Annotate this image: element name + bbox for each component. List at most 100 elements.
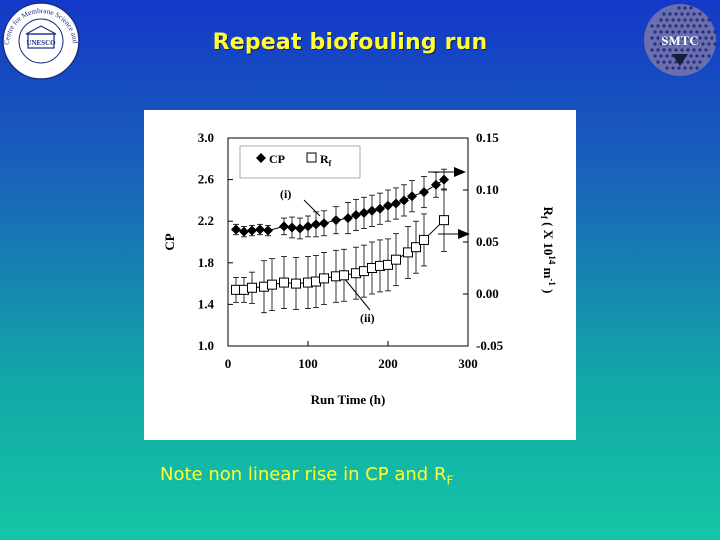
y-tick-label: 2.6 [198,172,215,187]
smtc-label: SMTC [661,33,699,48]
y2-tick-label: 0.10 [476,182,499,197]
logo-dot [668,12,672,16]
logo-dot [683,66,687,70]
logo-dot [659,54,663,58]
cp-data-point [295,223,305,234]
logo-dot [665,30,669,34]
y2-axis-title: Rf ( X 1014 m-1 ) [539,206,557,293]
logo-dot [710,36,714,40]
logo-dot [686,24,690,28]
logo-dot [701,30,705,34]
logo-dot [656,36,660,40]
cp-data-point [239,226,249,237]
legend-cp-label: CP [269,152,285,166]
logo-dot [677,6,681,10]
annotation-ii-leader [343,277,371,311]
logo-dot [650,24,654,28]
cp-axis-arrow [454,167,466,177]
logo-dot [701,54,705,58]
slide-note: Note non linear rise in CP and RF [160,464,580,488]
logo-dot [707,30,711,34]
cp-data-point [263,225,273,236]
logo-dot [695,66,699,70]
rf-data-point [267,279,277,290]
x-tick-label: 300 [458,356,478,371]
logo-dot [695,30,699,34]
logo-dot [686,60,690,64]
logo-dot [701,18,705,22]
cp-data-point [287,222,297,233]
cp-data-point [247,225,257,236]
logo-dot [689,54,693,58]
logo-dot [662,60,666,64]
rf-data-point [279,277,289,288]
y2-tick-label: 0.00 [476,286,499,301]
logo-dot [653,42,657,46]
centre-for-membrane-science-logo: UNESCO Centre for Membrane Science and T… [0,0,80,80]
cp-data-point [351,209,361,220]
smtc-logo: SMTC [644,4,717,76]
logo-dot [689,30,693,34]
legend-rf-label: Rf [320,152,332,168]
cp-data-point [311,219,321,230]
rf-data-point [319,273,329,284]
legend-cp-marker [256,153,266,163]
logo-dot [689,6,693,10]
cp-data-point [399,195,409,206]
logo-dot [698,48,702,52]
logo-dot [683,30,687,34]
logo-dot [698,12,702,16]
x-axis-title: Run Time (h) [311,392,386,407]
logo-dot [674,36,678,40]
rf-data-point [403,247,413,258]
logo-dot [707,54,711,58]
rf-data-point [339,270,349,281]
logo-dot [674,60,678,64]
logo-dot [695,54,699,58]
logo-dot [671,18,675,22]
logo-dot [686,48,690,52]
x-tick-label: 200 [378,356,398,371]
cp-data-point [359,207,369,218]
cp-data-point [431,179,441,190]
logo-dot [689,66,693,70]
legend-box [239,145,361,179]
logo-dot [674,12,678,16]
rf-data-point [247,282,257,293]
logo-dot [680,24,684,28]
logo-dot [698,24,702,28]
cp-data-point [343,213,353,224]
logo-dot [683,42,687,46]
logo-dot [674,48,678,52]
cp-data-point [331,215,341,226]
logo-dot [677,18,681,22]
slide-note-subscript: F [446,473,454,488]
rf-axis-arrow [458,229,470,239]
logo-dot [671,30,675,34]
logo-dot [704,24,708,28]
slide-title: Repeat biofouling run [212,30,488,55]
logo-dot [677,66,681,70]
logo-dot [662,12,666,16]
logo-dot [665,42,669,46]
slide-note-text: Note non linear rise in CP and R [160,464,447,485]
logo-dot [662,24,666,28]
y-tick-label: 1.0 [198,338,214,353]
cp-data-point [319,218,329,229]
logo-dot [701,42,705,46]
rf-data-point [291,278,301,289]
logo-dot [656,24,660,28]
logo-dot [674,24,678,28]
logo-dot [695,42,699,46]
logo-dot [707,42,711,46]
annotation-ii: (ii) [360,311,375,325]
logo-dot [713,42,717,46]
logo-dot [671,66,675,70]
rf-data-point [411,242,421,253]
cp-data-point [407,191,417,202]
logo-dot [692,36,696,40]
logo-dot [662,48,666,52]
logo-dot [677,42,681,46]
annotation-i: (i) [280,187,291,201]
rf-data-point [383,259,393,270]
